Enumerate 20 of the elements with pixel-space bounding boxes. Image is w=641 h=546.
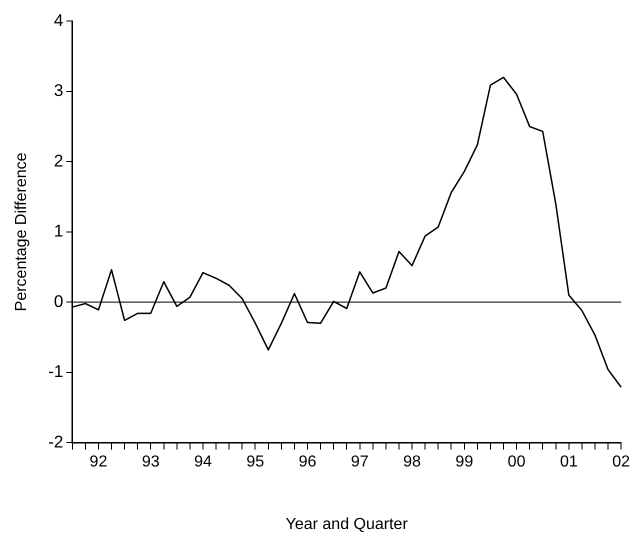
x-tick-label: 93 — [142, 454, 160, 471]
x-tick-label: 99 — [455, 454, 474, 471]
y-tick-label: 2 — [54, 151, 64, 170]
x-tick-label: 96 — [298, 454, 317, 471]
y-tick-label: -2 — [48, 432, 64, 452]
x-tick-label: 00 — [508, 454, 526, 471]
x-tick-label: 95 — [246, 454, 264, 471]
x-tick-label: 98 — [403, 454, 422, 471]
y-tick-label: -1 — [48, 362, 64, 382]
x-axis-title: Year and Quarter — [286, 516, 408, 533]
x-tick-label: 92 — [90, 454, 108, 471]
x-tick-label: 01 — [560, 454, 578, 471]
y-axis-title: Percentage Difference — [13, 152, 30, 312]
y-tick-label: 3 — [54, 81, 64, 100]
y-tick-label: 0 — [54, 292, 64, 311]
y-tick-label: 1 — [54, 222, 64, 241]
x-tick-label: 02 — [612, 454, 630, 471]
x-tick-label: 94 — [194, 454, 212, 471]
x-tick-label: 97 — [350, 454, 369, 471]
y-tick-label: 4 — [54, 10, 64, 30]
